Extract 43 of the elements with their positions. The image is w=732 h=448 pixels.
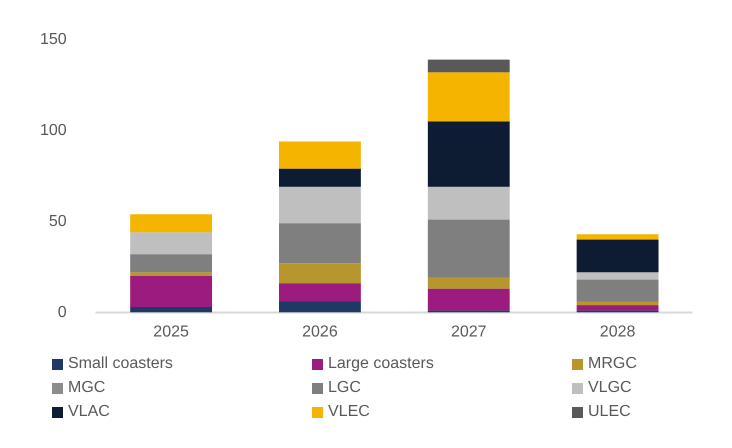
legend-label: VLGC [588, 379, 632, 397]
x-tick-label: 2026 [302, 323, 338, 340]
bar [428, 220, 510, 278]
bar [576, 280, 659, 302]
bar [279, 168, 361, 187]
bar [130, 254, 212, 272]
x-tick-label: 2027 [450, 323, 487, 340]
legend-label: MGC [68, 379, 106, 397]
bar [279, 141, 361, 169]
bar [130, 272, 212, 276]
bar [279, 301, 361, 312]
y-tick-label: 100 [40, 122, 67, 139]
bar [279, 263, 361, 284]
legend-label: MRGC [588, 355, 637, 373]
bar [279, 223, 361, 264]
bar [130, 232, 212, 254]
bar [279, 186, 361, 224]
bar [428, 72, 510, 122]
x-tick-label: 2028 [600, 323, 636, 340]
y-tick-label: 0 [58, 304, 67, 321]
bar [428, 278, 510, 289]
bar [130, 276, 212, 307]
x-tick-label: 2025 [153, 323, 190, 340]
bar [428, 60, 510, 72]
bar [428, 121, 510, 187]
legend-label: VLEC [328, 403, 370, 421]
legend-label: LGC [328, 379, 361, 397]
bar [576, 272, 659, 280]
legend-label: VLAC [68, 403, 110, 421]
legend-label: Large coasters [328, 355, 434, 373]
bar [428, 288, 510, 311]
bar [576, 305, 659, 311]
bar [130, 214, 212, 232]
bar [279, 283, 361, 302]
bar [576, 301, 659, 306]
bar [576, 240, 659, 272]
y-tick-label: 50 [48, 212, 67, 230]
bar [576, 234, 659, 240]
legend-label: ULEC [588, 403, 631, 421]
y-tick-label: 150 [40, 31, 67, 48]
legend-label: Small coasters [68, 355, 173, 373]
bar [130, 306, 212, 312]
bar [428, 186, 510, 220]
